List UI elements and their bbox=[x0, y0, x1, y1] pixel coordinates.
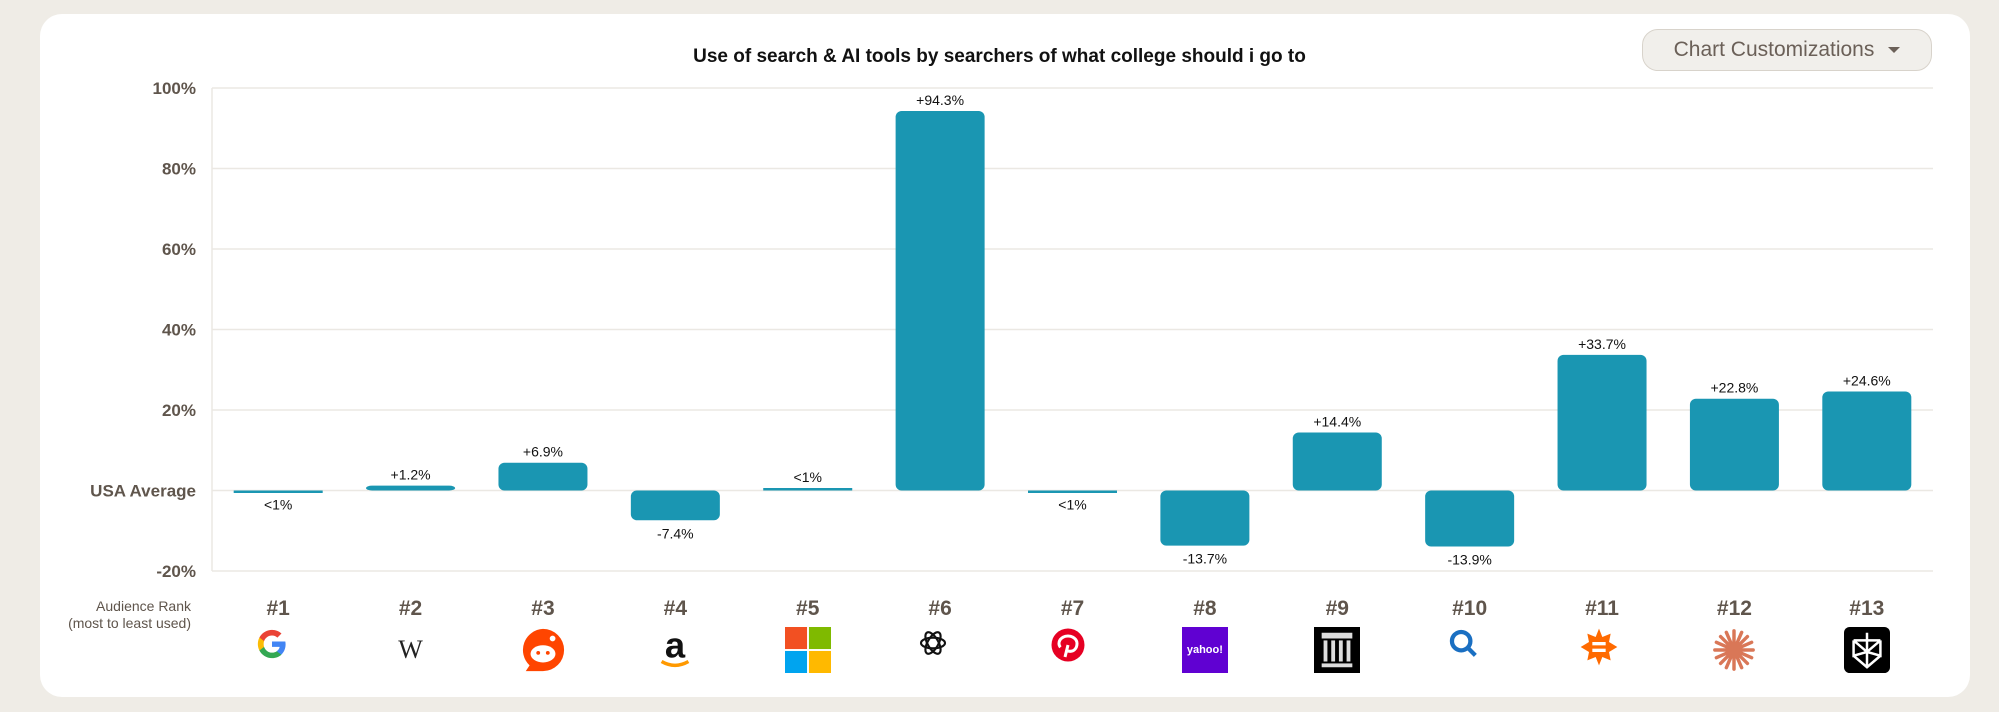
svg-text:a: a bbox=[665, 627, 686, 666]
bar bbox=[233, 490, 323, 493]
rank-label: #3 bbox=[531, 597, 555, 620]
data-label: -13.9% bbox=[1447, 551, 1491, 567]
yahoo-icon: yahoo! bbox=[1181, 627, 1228, 673]
y-tick-label: 20% bbox=[162, 401, 196, 420]
bar bbox=[1822, 391, 1912, 491]
orange-badge-icon bbox=[1579, 627, 1625, 673]
bar bbox=[895, 110, 985, 491]
audience-rank-line1: Audience Rank bbox=[96, 598, 191, 614]
button-label: Chart Customizations bbox=[1673, 38, 1875, 61]
bar bbox=[763, 488, 853, 491]
rank-label: #10 bbox=[1452, 597, 1488, 620]
chatgpt-icon bbox=[917, 627, 963, 673]
y-tick-label: 40% bbox=[162, 321, 196, 340]
y-tick-label: 100% bbox=[153, 79, 196, 98]
bar bbox=[1425, 490, 1515, 547]
rank-label: #6 bbox=[928, 597, 952, 620]
data-label: <1% bbox=[794, 469, 822, 485]
chart-title: Use of search & AI tools by searchers of… bbox=[693, 46, 1306, 67]
rank-label: #9 bbox=[1325, 597, 1349, 620]
pinterest-icon bbox=[1050, 627, 1096, 673]
data-label: +1.2% bbox=[391, 467, 431, 483]
data-label: +6.9% bbox=[523, 444, 563, 460]
rank-label: #5 bbox=[796, 597, 820, 620]
google-icon bbox=[255, 627, 301, 673]
data-label: <1% bbox=[1058, 497, 1086, 513]
audience-rank-line2: (most to least used) bbox=[68, 615, 191, 631]
rank-label: #12 bbox=[1716, 597, 1752, 620]
magnifier-search-icon bbox=[1447, 627, 1493, 673]
bar bbox=[1557, 354, 1647, 491]
data-label: +14.4% bbox=[1313, 414, 1361, 430]
bar bbox=[630, 490, 720, 521]
y-tick-label: 80% bbox=[162, 160, 196, 179]
audience-rank-label: Audience Rank (most to least used) bbox=[68, 598, 191, 632]
data-label: -13.7% bbox=[1183, 551, 1227, 567]
y-tick-label: USA Average bbox=[90, 482, 196, 501]
rank-label: #4 bbox=[663, 597, 688, 620]
rank-label: #7 bbox=[1060, 597, 1085, 620]
data-label: <1% bbox=[264, 497, 292, 513]
caret-down-icon bbox=[1888, 47, 1901, 53]
microsoft-icon bbox=[784, 627, 831, 673]
y-tick-label: -20% bbox=[156, 562, 196, 581]
claude-icon bbox=[1711, 627, 1757, 673]
rank-label: #1 bbox=[266, 597, 290, 620]
amazon-icon: a bbox=[652, 627, 698, 673]
rank-label: #8 bbox=[1193, 597, 1217, 620]
perplexity-icon bbox=[1843, 627, 1890, 673]
chart-customizations-button[interactable]: Chart Customizations bbox=[1642, 29, 1932, 71]
data-label: +33.7% bbox=[1578, 336, 1626, 352]
rank-label: #11 bbox=[1585, 597, 1619, 620]
bar bbox=[1028, 490, 1117, 493]
reddit-icon bbox=[520, 627, 566, 673]
y-tick-label: 60% bbox=[162, 240, 196, 259]
wikipedia-icon: W bbox=[398, 635, 423, 664]
bar bbox=[366, 485, 456, 491]
bar bbox=[1292, 432, 1382, 491]
chart-card bbox=[40, 14, 1970, 697]
rank-label: #13 bbox=[1849, 597, 1885, 620]
bar bbox=[1689, 398, 1779, 491]
data-label: -7.4% bbox=[657, 525, 694, 541]
data-label: +22.8% bbox=[1710, 380, 1758, 396]
rank-label: #2 bbox=[398, 597, 423, 620]
data-label: +24.6% bbox=[1843, 372, 1891, 388]
bar bbox=[498, 462, 588, 491]
data-label: +94.3% bbox=[916, 92, 964, 108]
internet-archive-icon bbox=[1314, 627, 1361, 673]
bar bbox=[1160, 490, 1250, 546]
